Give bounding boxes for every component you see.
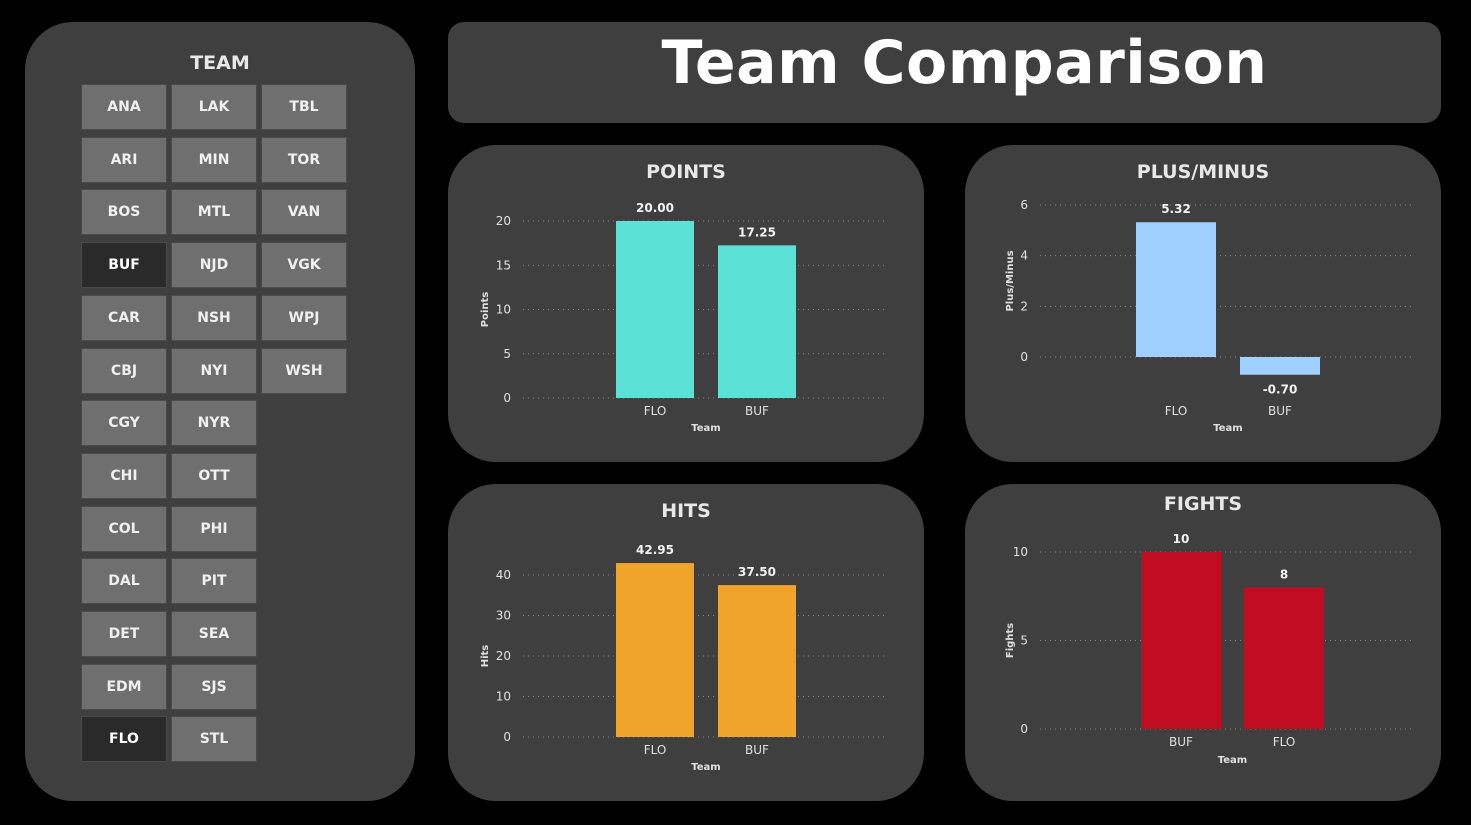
fights-y-tick-label: 0 [1020, 722, 1028, 736]
points-category-label: BUF [745, 404, 769, 418]
points-x-axis-label: Team [691, 423, 720, 434]
team-button-nyi[interactable]: NYI [171, 347, 257, 394]
hits-y-tick-label: 0 [503, 730, 511, 744]
points-chart-title: POINTS [646, 161, 726, 183]
plus-minus-chart-card: PLUS/MINUS 0 2 4 6 Plus/Minus 5.32 FLO -0.70 BUF T… [965, 145, 1441, 462]
fights-data-label: 10 [1173, 532, 1190, 546]
points-y-tick-label: 15 [496, 258, 511, 272]
plusminus-bar-buf [1240, 357, 1320, 375]
slicer-title: TEAM [190, 52, 250, 74]
plusminus-x-axis-label: Team [1213, 423, 1242, 434]
hits-y-axis-label: Hits [480, 645, 491, 668]
points-category-label: FLO [644, 404, 667, 418]
team-button-edm[interactable]: EDM [81, 663, 167, 710]
fights-bar-flo [1244, 587, 1324, 729]
plusminus-y-tick-label: 0 [1020, 350, 1028, 364]
plusminus-data-label: -0.70 [1263, 383, 1298, 397]
plusminus-chart-title: PLUS/MINUS [1137, 161, 1269, 183]
team-button-nyr[interactable]: NYR [171, 400, 257, 447]
team-button-dal[interactable]: DAL [81, 558, 167, 605]
team-button-lak[interactable]: LAK [171, 84, 257, 130]
team-button-sjs[interactable]: SJS [171, 663, 257, 710]
team-button-vgk[interactable]: VGK [261, 242, 347, 289]
hits-y-tick-label: 20 [496, 649, 511, 663]
hits-chart-svg: HITS 0 10 20 30 40 Hits 42.95 FLO 37.50 BUF Team [480, 500, 888, 773]
fights-category-label: FLO [1273, 735, 1296, 749]
team-button-ott[interactable]: OTT [171, 452, 257, 499]
team-button-col[interactable]: COL [81, 505, 167, 552]
plusminus-data-label: 5.32 [1161, 202, 1191, 216]
hits-category-label: BUF [745, 743, 769, 757]
hits-data-label: 37.50 [738, 565, 776, 579]
team-button-flo[interactable]: FLO [81, 716, 167, 763]
plusminus-y-axis-label: Plus/Minus [1005, 250, 1016, 311]
team-button-tbl[interactable]: TBL [261, 84, 347, 130]
fights-category-label: BUF [1169, 735, 1193, 749]
plusminus-y-tick-label: 2 [1020, 299, 1028, 313]
team-button-phi[interactable]: PHI [171, 505, 257, 552]
page-header: Team Comparison [448, 22, 1441, 123]
fights-y-tick-label: 5 [1020, 634, 1028, 648]
fights-data-label: 8 [1280, 567, 1288, 581]
hits-bar-buf [718, 585, 796, 737]
team-button-wpj[interactable]: WPJ [261, 294, 347, 341]
team-button-min[interactable]: MIN [171, 136, 257, 183]
points-chart-card: POINTS 0 5 10 15 20 Points 20.00 FLO 17.25 BUF Team [448, 145, 924, 462]
points-y-axis-label: Points [480, 292, 491, 328]
points-y-tick-label: 10 [496, 303, 511, 317]
points-bar-flo [616, 221, 694, 398]
hits-y-tick-label: 40 [496, 568, 511, 582]
hits-data-label: 42.95 [636, 543, 674, 557]
points-y-tick-label: 20 [496, 214, 511, 228]
points-bar-buf [718, 245, 796, 398]
fights-chart-card: FIGHTS 0 5 10 Fights 10 BUF 8 FLO Team [965, 484, 1441, 801]
plusminus-chart-svg: PLUS/MINUS 0 2 4 6 Plus/Minus 5.32 FLO -0.70 BUF T… [1005, 161, 1415, 434]
team-button-ana[interactable]: ANA [81, 84, 167, 130]
points-data-label: 17.25 [738, 225, 776, 239]
hits-category-label: FLO [644, 743, 667, 757]
team-button-cgy[interactable]: CGY [81, 400, 167, 447]
team-button-njd[interactable]: NJD [171, 242, 257, 289]
points-y-tick-label: 5 [503, 347, 511, 361]
hits-chart-title: HITS [661, 500, 711, 522]
team-button-mtl[interactable]: MTL [171, 189, 257, 236]
team-button-pit[interactable]: PIT [171, 558, 257, 605]
team-button-det[interactable]: DET [81, 611, 167, 657]
team-button-ari[interactable]: ARI [81, 136, 167, 183]
team-button-chi[interactable]: CHI [81, 452, 167, 499]
plusminus-y-tick-label: 4 [1020, 249, 1028, 263]
team-button-stl[interactable]: STL [171, 716, 257, 763]
team-button-nsh[interactable]: NSH [171, 294, 257, 341]
team-button-car[interactable]: CAR [81, 294, 167, 341]
team-slicer: TEAM ANA LAK TBL ARI MIN TOR BOS MTL VAN BUF NJD VG… [25, 22, 415, 801]
plusminus-category-label: FLO [1165, 404, 1188, 418]
plusminus-category-label: BUF [1268, 404, 1292, 418]
team-button-cbj[interactable]: CBJ [81, 347, 167, 394]
fights-chart-svg: FIGHTS 0 5 10 Fights 10 BUF 8 FLO Team [1005, 493, 1415, 766]
plusminus-bar-flo [1136, 222, 1216, 357]
plusminus-y-tick-label: 6 [1020, 198, 1028, 212]
hits-bar-flo [616, 563, 694, 737]
fights-y-axis-label: Fights [1005, 623, 1016, 658]
hits-chart-card: HITS 0 10 20 30 40 Hits 42.95 FLO 37.50 BUF Team [448, 484, 924, 801]
team-button-sea[interactable]: SEA [171, 611, 257, 657]
fights-y-tick-label: 10 [1013, 545, 1028, 559]
fights-bar-buf [1141, 552, 1221, 729]
team-button-tor[interactable]: TOR [261, 136, 347, 183]
team-button-bos[interactable]: BOS [81, 189, 167, 236]
page-title: Team Comparison [661, 28, 1268, 98]
points-data-label: 20.00 [636, 201, 674, 215]
points-chart-svg: POINTS 0 5 10 15 20 Points 20.00 FLO 17.25 BUF Team [480, 161, 888, 434]
hits-y-tick-label: 30 [496, 609, 511, 623]
fights-chart-title: FIGHTS [1164, 493, 1242, 515]
hits-x-axis-label: Team [691, 762, 720, 773]
team-button-wsh[interactable]: WSH [261, 347, 347, 394]
fights-x-axis-label: Team [1218, 755, 1247, 766]
points-y-tick-label: 0 [503, 391, 511, 405]
team-button-van[interactable]: VAN [261, 189, 347, 236]
hits-y-tick-label: 10 [496, 690, 511, 704]
team-button-buf[interactable]: BUF [81, 242, 167, 289]
